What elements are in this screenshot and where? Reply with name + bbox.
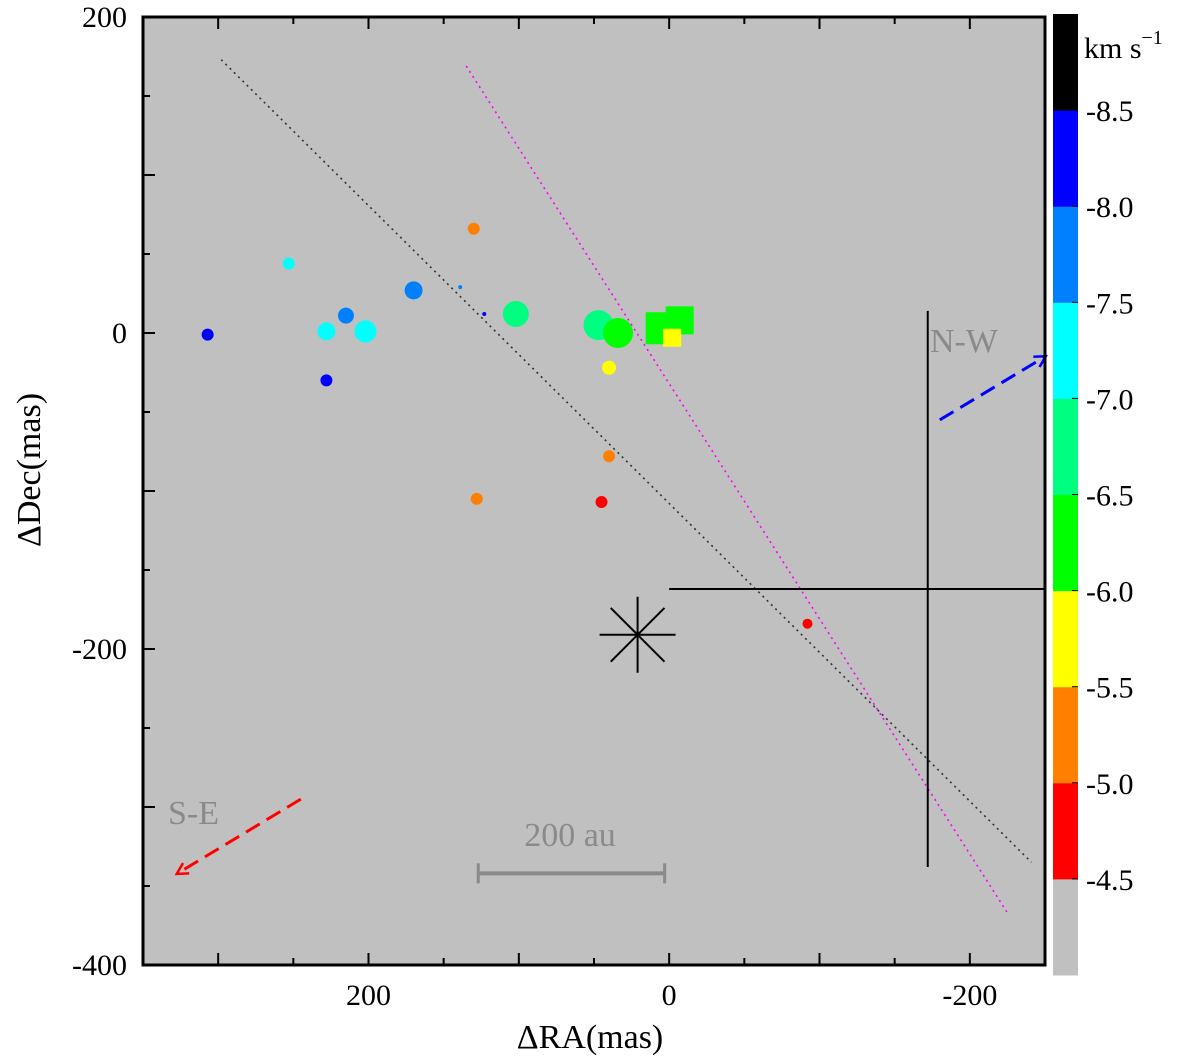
colorbar-bin [1053,206,1078,303]
maser-spot [337,307,354,324]
y-tick-label: 0 [112,317,127,350]
maser-spot [602,360,617,375]
colorbar-bin [1053,686,1078,784]
maser-spot [502,301,529,328]
plot-frame [141,15,1047,967]
x-tick-label: 200 [346,979,391,1012]
x-axis-title: ΔRA(mas) [517,1019,664,1056]
scale-bar-label: 200 au [524,817,616,854]
y-tick-label: -200 [72,633,127,666]
maser-square [663,328,682,347]
colorbar: -4.5 -5.0 -5.5 -6.0 -6.5 -7.0 -7.5 -8.0 -8.5 [1053,14,1134,976]
nw-direction-label: N-W [930,323,999,360]
colorbar-label: -6.0 [1086,576,1134,609]
colorbar-label: -4.5 [1086,864,1134,897]
se-direction-label: S-E [168,795,219,832]
colorbar-bin [1053,110,1078,207]
maser-spot [470,492,483,505]
colorbar-bin [1053,302,1078,399]
maser-spot [802,618,813,629]
star-stroke [610,607,666,663]
colorbar-label: -5.0 [1086,768,1134,801]
colorbar-bin [1053,878,1078,976]
y-axis-title: ΔDec(mas) [11,393,48,547]
maser-spot [354,320,377,343]
y-tick-label: 200 [82,1,127,34]
maser-spot [282,257,295,270]
maser-spot [603,318,634,348]
colorbar-label: -7.0 [1086,383,1134,416]
colorbar-label: -6.5 [1086,480,1134,513]
maser-spot [603,450,616,463]
plot-background [143,17,1045,965]
maser-spot [595,496,608,509]
maser-spot [317,322,336,341]
maser-spot [467,222,480,235]
colorbar-bin [1053,590,1078,688]
y-tick-label: -400 [72,949,127,982]
colorbar-unit-label: km s−1 [1084,27,1163,65]
colorbar-label: -7.5 [1086,287,1134,320]
maser-spot [458,285,463,290]
maser-spot [482,312,487,317]
colorbar-label: -8.0 [1086,191,1134,224]
colorbar-bin [1053,782,1078,880]
direction-arrow-n-w [938,357,1045,422]
star-marker [599,596,676,673]
colorbar-label: -5.5 [1086,672,1134,705]
maser-spot [320,374,333,387]
colorbar-bin [1053,494,1078,592]
maser-spot [201,328,214,341]
x-tick-label: 0 [662,979,677,1012]
colorbar-bin [1053,14,1078,111]
colorbar-label: -8.5 [1086,95,1134,128]
maser-spot [404,281,423,300]
black-dotted-line [220,59,1033,863]
x-tick-label: -200 [942,979,997,1012]
colorbar-bin [1053,398,1078,495]
